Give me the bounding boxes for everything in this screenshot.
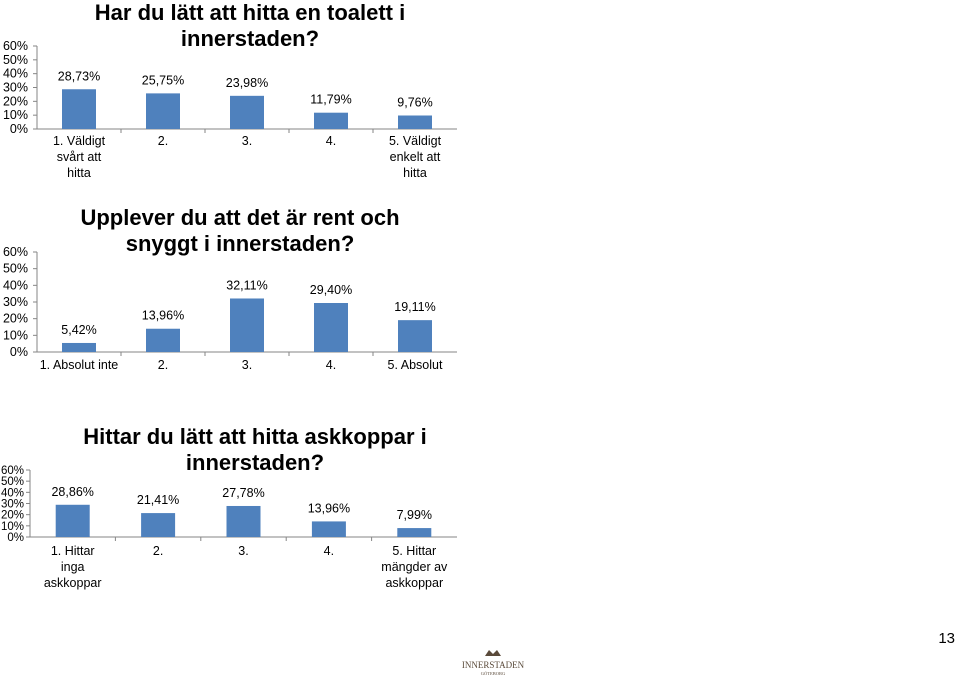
data-label: 5,42% xyxy=(61,323,96,337)
y-tick-label: 50% xyxy=(3,262,28,276)
category-label: 3. xyxy=(242,134,252,148)
data-label: 9,76% xyxy=(397,95,432,109)
category-label: askkoppar xyxy=(44,576,102,590)
bar xyxy=(62,89,96,129)
data-label: 7,99% xyxy=(397,508,432,522)
bar xyxy=(146,93,180,129)
bar xyxy=(146,328,180,352)
category-label: 1. Väldigt xyxy=(53,134,106,148)
data-label: 13,96% xyxy=(142,309,184,323)
chart-svg: 0% 10% 20% 30% 40% 50% 60% 5,42% 1. Absolut inte… xyxy=(3,245,457,372)
category-label: 5. Absolut xyxy=(388,358,443,372)
data-label: 29,40% xyxy=(310,283,352,297)
category-label: 2. xyxy=(153,544,163,558)
data-label: 23,98% xyxy=(226,76,268,90)
data-label: 13,96% xyxy=(308,501,350,515)
y-tick-label: 40% xyxy=(1,487,24,499)
category-label: 1. Absolut inte xyxy=(40,358,119,372)
category-label: 4. xyxy=(326,134,336,148)
y-tick-label: 0% xyxy=(10,122,28,136)
category-label: 3. xyxy=(238,544,248,558)
logo-text: INNERSTADEN xyxy=(462,660,525,670)
crown-icon xyxy=(485,650,501,656)
data-label: 19,11% xyxy=(394,300,435,314)
y-tick-label: 50% xyxy=(1,476,24,488)
data-label: 27,78% xyxy=(222,486,264,500)
chart-svg: 0%10%20%30%40%50%60% 28,86% 1. Hittar inga a… xyxy=(1,465,457,590)
category-label: mängder av xyxy=(381,560,448,574)
logo: INNERSTADEN GÖTEBORG xyxy=(462,650,525,676)
bar xyxy=(314,112,348,129)
bar xyxy=(141,513,176,537)
category-label: svårt att xyxy=(57,150,102,164)
y-tick-label: 10% xyxy=(1,521,24,533)
category-label: 3. xyxy=(242,358,252,372)
y-tick-label: 30% xyxy=(1,499,24,511)
bar xyxy=(226,505,261,537)
y-tick-label: 30% xyxy=(3,81,28,95)
category-label: 2. xyxy=(158,134,168,148)
y-tick-label: 30% xyxy=(3,295,28,309)
category-label: hitta xyxy=(403,166,427,180)
data-label: 25,75% xyxy=(142,73,184,87)
bar xyxy=(311,521,346,537)
chart-title: Har du lätt att hitta en toalett i inner… xyxy=(94,0,406,52)
chart-svg: 0%10%20%30%40%50%60% 28,73% 1. Väldigt svår… xyxy=(3,39,457,180)
data-label: 28,86% xyxy=(51,485,93,499)
bar xyxy=(314,303,348,352)
page-number: 13 xyxy=(938,630,955,647)
category-label: 5. Hittar xyxy=(392,544,436,558)
data-label: 32,11% xyxy=(226,278,267,292)
logo-subtext: GÖTEBORG xyxy=(481,671,506,676)
y-tick-label: 60% xyxy=(3,39,28,53)
bar xyxy=(397,528,432,537)
y-tick-label: 0% xyxy=(10,345,28,359)
y-tick-label: 10% xyxy=(3,108,28,122)
y-tick-label: 40% xyxy=(3,67,28,81)
bar xyxy=(230,95,264,129)
chart-title: Upplever du att det är rent och snyggt i… xyxy=(80,205,400,257)
category-label: 1. Hittar xyxy=(51,544,95,558)
y-tick-label: 20% xyxy=(1,510,24,522)
bar xyxy=(230,298,264,352)
y-tick-label: 40% xyxy=(3,278,28,292)
bar xyxy=(55,504,90,537)
category-label: enkelt att xyxy=(390,150,441,164)
category-label: inga xyxy=(61,560,85,574)
category-label: 2. xyxy=(158,358,168,372)
data-label: 21,41% xyxy=(137,493,179,507)
y-tick-label: 20% xyxy=(3,312,28,326)
category-label: 5. Väldigt xyxy=(389,134,442,148)
category-label: hitta xyxy=(67,166,91,180)
y-tick-label: 60% xyxy=(1,465,24,477)
chart-title: Hittar du lätt att hitta askkoppar i inn… xyxy=(83,424,427,476)
bar xyxy=(398,320,432,352)
y-tick-label: 60% xyxy=(3,245,28,259)
data-label: 28,73% xyxy=(58,69,100,83)
y-tick-label: 20% xyxy=(3,94,28,108)
bar xyxy=(398,115,432,129)
bar xyxy=(62,342,96,352)
y-tick-label: 50% xyxy=(3,53,28,67)
data-label: 11,79% xyxy=(310,93,351,107)
y-tick-label: 0% xyxy=(7,532,24,544)
category-label: askkoppar xyxy=(385,576,443,590)
category-label: 4. xyxy=(324,544,334,558)
category-label: 4. xyxy=(326,358,336,372)
y-tick-label: 10% xyxy=(3,328,28,342)
